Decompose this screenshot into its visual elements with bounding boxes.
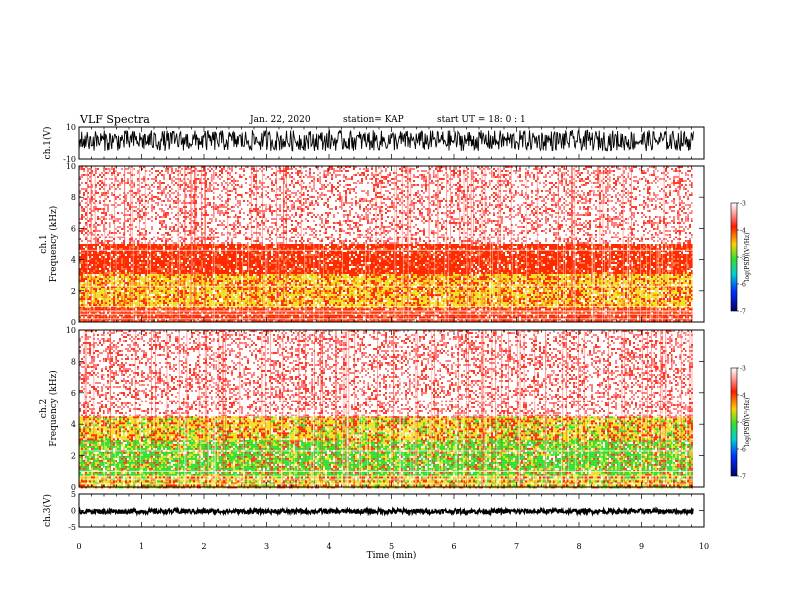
y-tick-label: 2 bbox=[71, 287, 76, 296]
start-time-label: start UT = 18: 0 : 1 bbox=[437, 115, 526, 125]
colorbar-tick-label: -3 bbox=[740, 366, 746, 373]
x-tick-label: 10 bbox=[699, 542, 709, 551]
colorbar-tick-label: -4 bbox=[740, 393, 746, 400]
x-tick-label: 2 bbox=[201, 542, 206, 551]
ch3-waveform bbox=[78, 505, 694, 517]
x-axis-label: Time (min) bbox=[367, 550, 417, 561]
x-tick-label: 9 bbox=[639, 542, 644, 551]
x-tick-label: 7 bbox=[514, 542, 519, 551]
x-tick-label: 6 bbox=[451, 542, 456, 551]
station-label: station= KAP bbox=[343, 115, 404, 125]
colorbar-tick-label: -3 bbox=[740, 201, 746, 208]
spectrogram-streaks bbox=[86, 166, 693, 322]
colorbar-tick-label: -6 bbox=[740, 447, 746, 454]
y-tick-label: 2 bbox=[71, 452, 76, 461]
colorbars: -3 -4 -5 -6 -7 log(PSD)(V²/Hz) -3 -4 -5 -6 -7 log(P… bbox=[730, 201, 751, 481]
x-tick-label: 4 bbox=[326, 542, 331, 551]
colorbar-label: log(PSD)(V²/Hz) bbox=[744, 398, 751, 447]
spectrogram-harmonic-lines bbox=[79, 400, 693, 485]
axis-ticks bbox=[78, 126, 705, 528]
spectrogram-harmonic-lines bbox=[79, 235, 693, 320]
x-tick-label: 3 bbox=[264, 542, 269, 551]
y-tick-label: 5 bbox=[71, 490, 76, 499]
chart-title: VLF Spectra bbox=[80, 113, 150, 126]
y-tick-label: 0 bbox=[71, 507, 76, 516]
colorbar-tick-label: -4 bbox=[740, 228, 746, 235]
x-tick-label: 0 bbox=[76, 542, 81, 551]
x-tick-label: 5 bbox=[389, 542, 394, 551]
colorbar-scale bbox=[730, 367, 738, 477]
x-tick-label: 8 bbox=[576, 542, 581, 551]
spectrogram-streaks bbox=[84, 330, 693, 487]
waveform-trace bbox=[78, 128, 694, 152]
ch1-spectrogram bbox=[79, 166, 693, 323]
y-tick-label: -5 bbox=[68, 523, 76, 532]
ch1-waveform bbox=[78, 128, 694, 152]
y-tick-label: 4 bbox=[71, 420, 76, 429]
spectrogram-band-yellow bbox=[79, 272, 693, 309]
y-tick-label: 6 bbox=[71, 389, 76, 398]
y-axis-label: ch.1Frequency (kHz) bbox=[39, 206, 59, 283]
y-tick-label: 0 bbox=[71, 483, 76, 492]
colorbar-tick-label: -7 bbox=[740, 309, 746, 316]
y-axis-label: ch.3(V) bbox=[42, 494, 53, 527]
date-label: Jan. 22, 2020 bbox=[250, 115, 311, 125]
y-tick-label: -10 bbox=[63, 155, 76, 164]
colorbar-label: log(PSD)(V²/Hz) bbox=[744, 233, 751, 282]
colorbar-tick-label: -6 bbox=[740, 282, 746, 289]
y-tick-label: 10 bbox=[66, 326, 76, 335]
y-tick-label: 0 bbox=[71, 318, 76, 327]
waveform-trace bbox=[78, 505, 694, 517]
colorbar-scale bbox=[730, 202, 738, 312]
y-tick-label: 8 bbox=[71, 193, 76, 202]
y-tick-label: 4 bbox=[71, 256, 76, 265]
y-tick-label: 6 bbox=[71, 224, 76, 233]
y-axis-label: ch.2Frequency (kHz) bbox=[39, 370, 59, 447]
colorbar-tick-label: -5 bbox=[740, 420, 746, 427]
colorbar-tick-label: -7 bbox=[740, 474, 746, 481]
x-tick-label: 1 bbox=[139, 542, 144, 551]
y-tick-label: 8 bbox=[71, 357, 76, 366]
colorbar-tick-label: -5 bbox=[740, 255, 746, 262]
y-axis-label: ch.1(V) bbox=[42, 127, 53, 160]
y-tick-label: 10 bbox=[66, 123, 76, 132]
y-tick-label: 10 bbox=[66, 162, 76, 171]
ch2-spectrogram bbox=[79, 330, 693, 489]
